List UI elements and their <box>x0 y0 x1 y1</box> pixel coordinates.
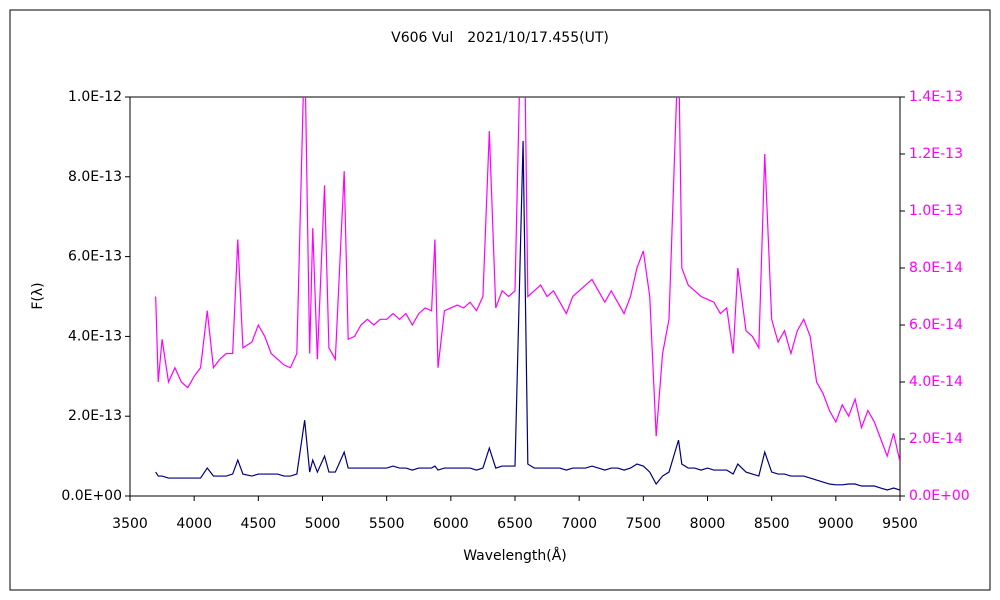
y-tick-label: 6.0E-13 <box>68 249 122 265</box>
y2-tick-label: 1.0E-13 <box>909 203 963 219</box>
y2-tick-label: 2.0E-14 <box>909 431 963 447</box>
spectrum-line <box>155 140 900 491</box>
x-tick-label: 9500 <box>882 516 918 532</box>
x-tick-label: 7000 <box>561 516 597 532</box>
y-tick-label: 1.0E-12 <box>68 89 122 105</box>
y2-tick-label: 6.0E-14 <box>909 317 963 333</box>
spectrum-line <box>155 97 900 462</box>
x-tick-label: 8000 <box>690 516 726 532</box>
chart-title: V606 Vul 2021/10/17.455(UT) <box>391 30 609 46</box>
y-tick-label: 4.0E-13 <box>68 328 122 344</box>
y2-tick-label: 1.4E-13 <box>909 89 963 105</box>
x-tick-label: 9000 <box>818 516 854 532</box>
y-axis-label: F(λ) <box>30 282 46 309</box>
y-tick-label: 0.0E+00 <box>61 488 122 504</box>
x-tick-label: 7500 <box>626 516 662 532</box>
plot-area <box>129 96 901 497</box>
y-tick-label: 8.0E-13 <box>68 169 122 185</box>
x-axis-label: Wavelength(Å) <box>463 547 567 564</box>
x-tick-label: 5500 <box>369 516 405 532</box>
x-tick-label: 4000 <box>176 516 212 532</box>
x-tick-label: 3500 <box>112 516 148 532</box>
y2-tick-label: 8.0E-14 <box>909 260 963 276</box>
y2-tick-label: 4.0E-14 <box>909 374 963 390</box>
x-tick-label: 6500 <box>497 516 533 532</box>
y2-tick-label: 0.0E+00 <box>909 488 970 504</box>
plot-lines <box>155 97 900 491</box>
y-tick-label: 2.0E-13 <box>68 408 122 424</box>
x-tick-label: 8500 <box>754 516 790 532</box>
x-tick-label: 5000 <box>305 516 341 532</box>
x-tick-label: 6000 <box>433 516 469 532</box>
y2-tick-label: 1.2E-13 <box>909 146 963 162</box>
x-tick-label: 4500 <box>241 516 277 532</box>
